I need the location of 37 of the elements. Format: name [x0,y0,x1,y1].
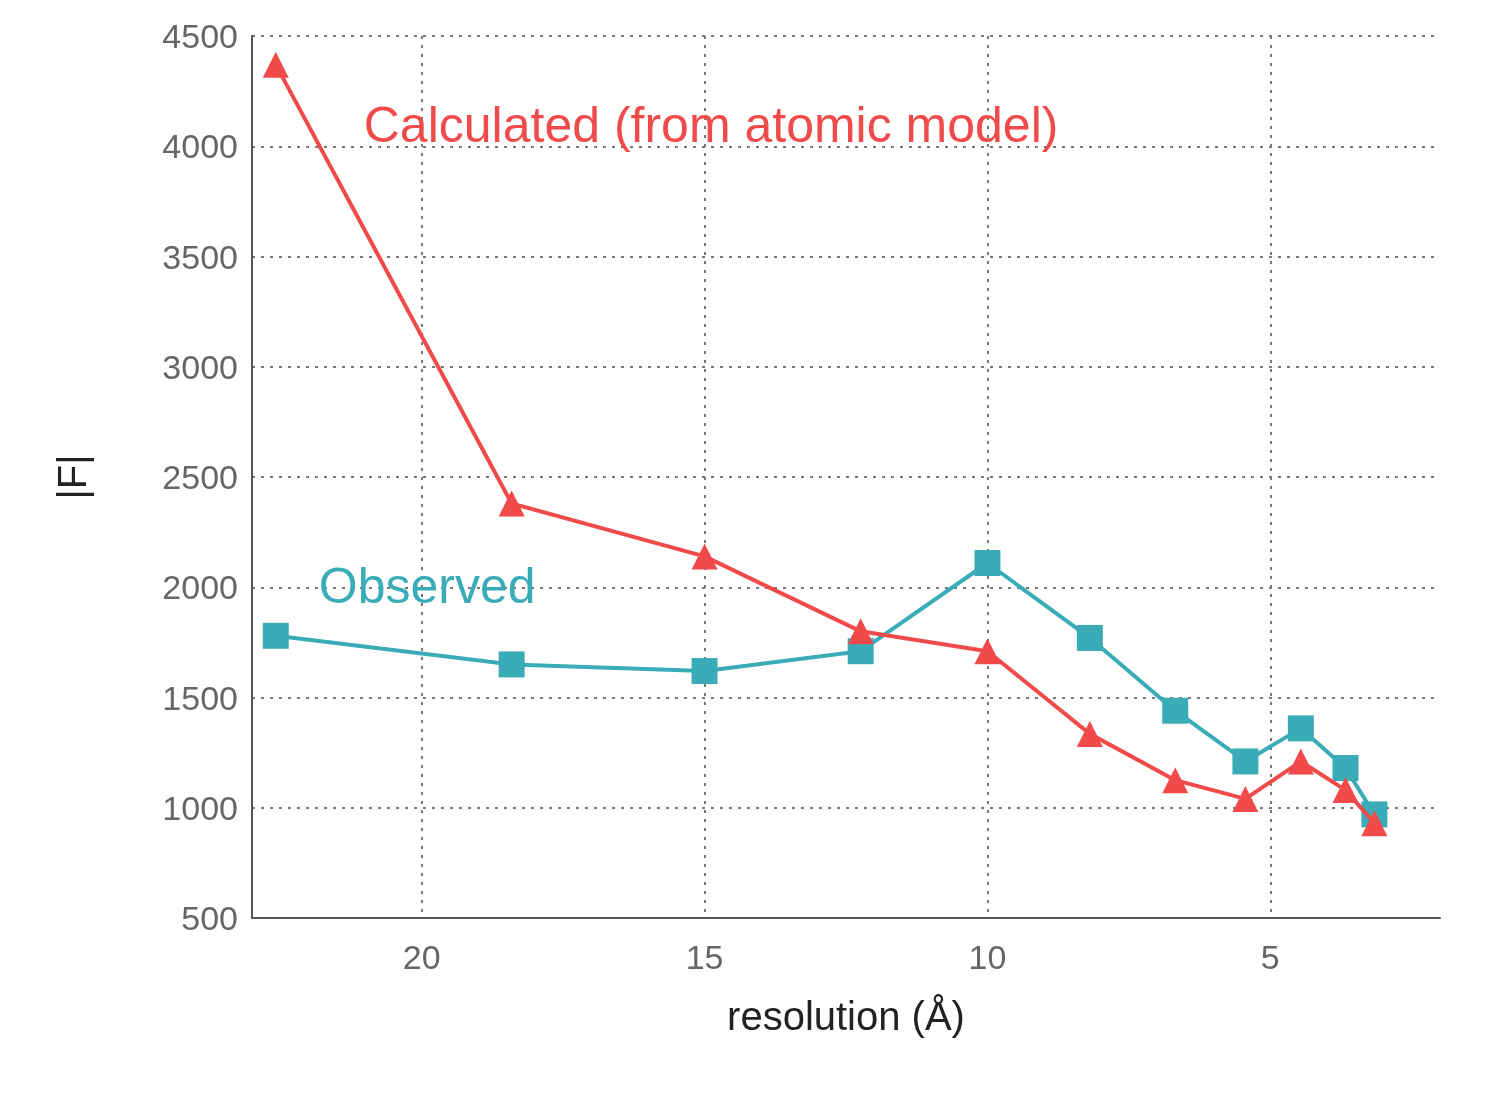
point [1162,697,1189,724]
y-tick-label: 500 [181,899,238,937]
x-tick-label: 5 [1260,938,1280,976]
point [262,622,289,649]
point [1232,785,1259,812]
series-label: Observed [318,557,536,614]
point [1076,720,1103,747]
x-axis-title: resolution (Å) [727,994,965,1038]
y-tick-label: 2500 [162,458,238,496]
point [1332,777,1359,804]
point [974,638,1001,665]
y-tick-label: 1500 [162,678,238,717]
point [1232,748,1259,775]
y-tick-label: 2000 [162,568,238,607]
point [262,51,289,78]
series-label: Calculated (from atomic model) [363,96,1059,153]
point [1287,715,1314,742]
point [1361,810,1388,837]
x-tick-label: 10 [968,938,1007,976]
x-tick-label: 15 [685,938,724,976]
point [691,543,718,570]
point [847,618,874,645]
x-tick-label: 20 [402,938,441,976]
point [1287,748,1314,775]
point [498,490,525,517]
point [1076,624,1103,651]
y-tick-label: 3500 [162,237,238,276]
point [1162,767,1189,794]
point [498,651,525,678]
y-tick-label: 1000 [162,788,238,827]
y-tick-label: 4500 [162,17,238,55]
point [691,658,718,685]
point [1332,755,1359,782]
y-tick-label: 4000 [162,127,238,166]
y-axis-title: |F| [50,454,94,500]
point [974,549,1001,576]
y-tick-label: 3000 [162,347,238,386]
